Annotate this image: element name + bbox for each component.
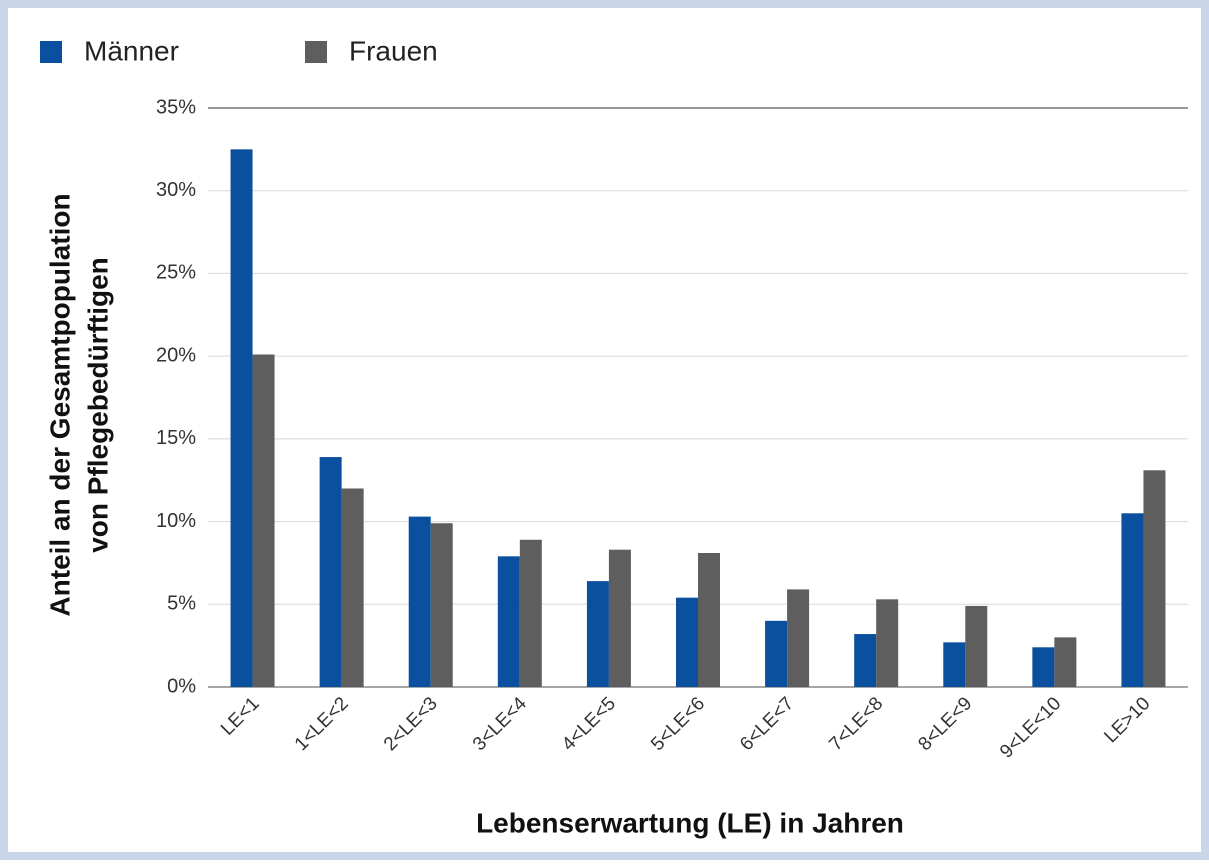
panel	[8, 8, 1201, 852]
y-axis-label: Anteil an der Gesamtpopulation	[44, 193, 75, 616]
bar	[319, 457, 342, 687]
bar	[430, 523, 453, 687]
bar	[1143, 470, 1166, 687]
legend-swatch	[40, 41, 62, 63]
x-axis-label: Lebenserwartung (LE) in Jahren	[476, 807, 904, 838]
y-tick-label: 20%	[156, 344, 196, 366]
bar	[787, 589, 810, 687]
y-tick-label: 0%	[167, 675, 196, 697]
legend-label: Frauen	[349, 35, 438, 66]
bar	[676, 597, 698, 687]
legend-label: Männer	[84, 35, 179, 66]
bar	[230, 149, 253, 687]
bar	[252, 354, 275, 687]
bar	[1032, 647, 1055, 687]
y-tick-label: 10%	[156, 510, 196, 532]
bar	[1054, 637, 1077, 687]
bar	[497, 556, 520, 687]
bar	[965, 605, 988, 687]
bar	[943, 642, 966, 687]
y-axis-label: von Pflegebedürftigen	[82, 257, 113, 553]
y-tick-label: 15%	[156, 427, 196, 449]
bar	[608, 549, 631, 687]
legend-swatch	[305, 41, 327, 63]
bar	[1121, 513, 1144, 687]
bar	[519, 539, 542, 687]
y-tick-label: 25%	[156, 262, 196, 284]
bar	[854, 634, 877, 687]
y-tick-label: 30%	[156, 179, 196, 201]
bar	[698, 553, 720, 687]
bar	[586, 581, 609, 687]
y-tick-label: 5%	[167, 593, 196, 615]
bar	[765, 620, 788, 687]
bar	[408, 516, 431, 687]
y-tick-label: 35%	[156, 96, 196, 118]
bar	[876, 599, 899, 687]
bar	[341, 488, 364, 687]
